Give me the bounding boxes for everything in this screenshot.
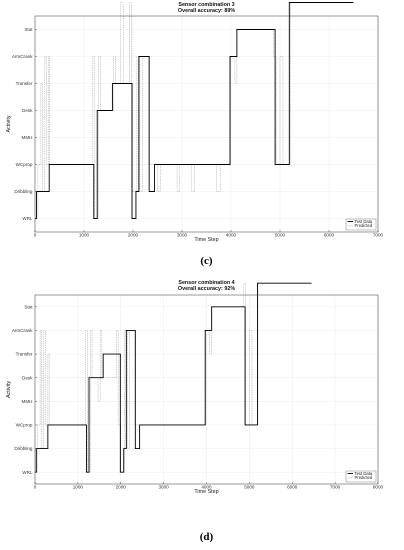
chart-c-svg: 0 1000 2000 3000 4000 5000 6000 7000 WRL Dribblin… (6, 2, 384, 267)
x-tick-label: 1000 (79, 233, 90, 238)
y-tick-label: Dribbling (14, 189, 33, 194)
y-tick-label: ArmCrank (12, 54, 33, 59)
y-tick-label: Transfer (16, 81, 33, 86)
y-tick-label: WRL (22, 216, 33, 221)
chart-subtitle: Overall accuracy: 89% (178, 8, 235, 14)
y-tick-label: ArmCrank (12, 328, 33, 333)
x-tick-label: 0 (34, 233, 37, 238)
chart-panel-c: 0 1000 2000 3000 4000 5000 6000 7000 WRL Dribblin… (0, 0, 404, 270)
x-axis-label: Time Step (194, 489, 218, 495)
x-tick-label: 4000 (201, 485, 212, 490)
y-axis-label: Activity (6, 115, 12, 132)
y-tick-label: Transfer (16, 352, 33, 357)
y-tick-label: WCprop (16, 162, 33, 167)
series-test-data-line (35, 282, 312, 473)
legend-box (345, 470, 377, 483)
x-axis-label: Time Step (194, 237, 218, 243)
x-tick-label: 5000 (275, 233, 286, 238)
chart-d-svg: 0 1000 2000 3000 4000 5000 6000 7000 8000 WRL Drib… (6, 280, 384, 543)
legend-label-test-data: Test Data (355, 471, 373, 476)
y-tick-label: Desk (22, 375, 33, 380)
x-tick-label: 6000 (324, 233, 335, 238)
y-tick-label: Stat (24, 304, 33, 309)
y-axis-label: Activity (6, 381, 12, 398)
y-tick-label: MMH (22, 399, 33, 404)
chart-subtitle: Overall accuracy: 92% (178, 286, 235, 292)
y-tick-label: WCprop (16, 423, 33, 428)
x-tick-label: 1000 (73, 485, 84, 490)
chart-title: Sensor combination 4 (178, 280, 234, 286)
x-tick-label: 8000 (373, 485, 384, 490)
x-tick-label: 3000 (177, 233, 188, 238)
x-tick-label: 5000 (244, 485, 255, 490)
y-tick-label: MMH (22, 135, 33, 140)
y-tick-label: Desk (22, 108, 33, 113)
series-test-data-line (35, 2, 354, 219)
x-tick-label: 7000 (373, 233, 384, 238)
panel-label: (d) (200, 531, 214, 543)
y-tick-label: Dribbling (14, 446, 33, 451)
x-tick-label: 7000 (330, 485, 341, 490)
series-predicted-line (35, 2, 354, 219)
x-tick-label: 2000 (116, 485, 127, 490)
chart-title: Sensor combination 3 (178, 2, 234, 8)
x-tick-label: 6000 (287, 485, 298, 490)
x-tick-label: 0 (34, 485, 37, 490)
legend-label-predicted: Predicted (355, 223, 373, 228)
x-tick-label: 4000 (226, 233, 237, 238)
legend-box (345, 218, 377, 231)
legend-label-test-data: Test Data (355, 219, 373, 224)
x-tick-label: 2000 (128, 233, 139, 238)
axes-frame (34, 15, 379, 233)
panel-label: (c) (200, 255, 213, 267)
plot-area (35, 16, 378, 232)
legend-label-predicted: Predicted (355, 475, 373, 480)
y-tick-label: Stat (24, 27, 33, 32)
y-tick-label: WRL (22, 470, 33, 475)
x-tick-label: 3000 (159, 485, 170, 490)
chart-panel-d: 0 1000 2000 3000 4000 5000 6000 7000 8000 WRL Drib… (0, 272, 404, 550)
